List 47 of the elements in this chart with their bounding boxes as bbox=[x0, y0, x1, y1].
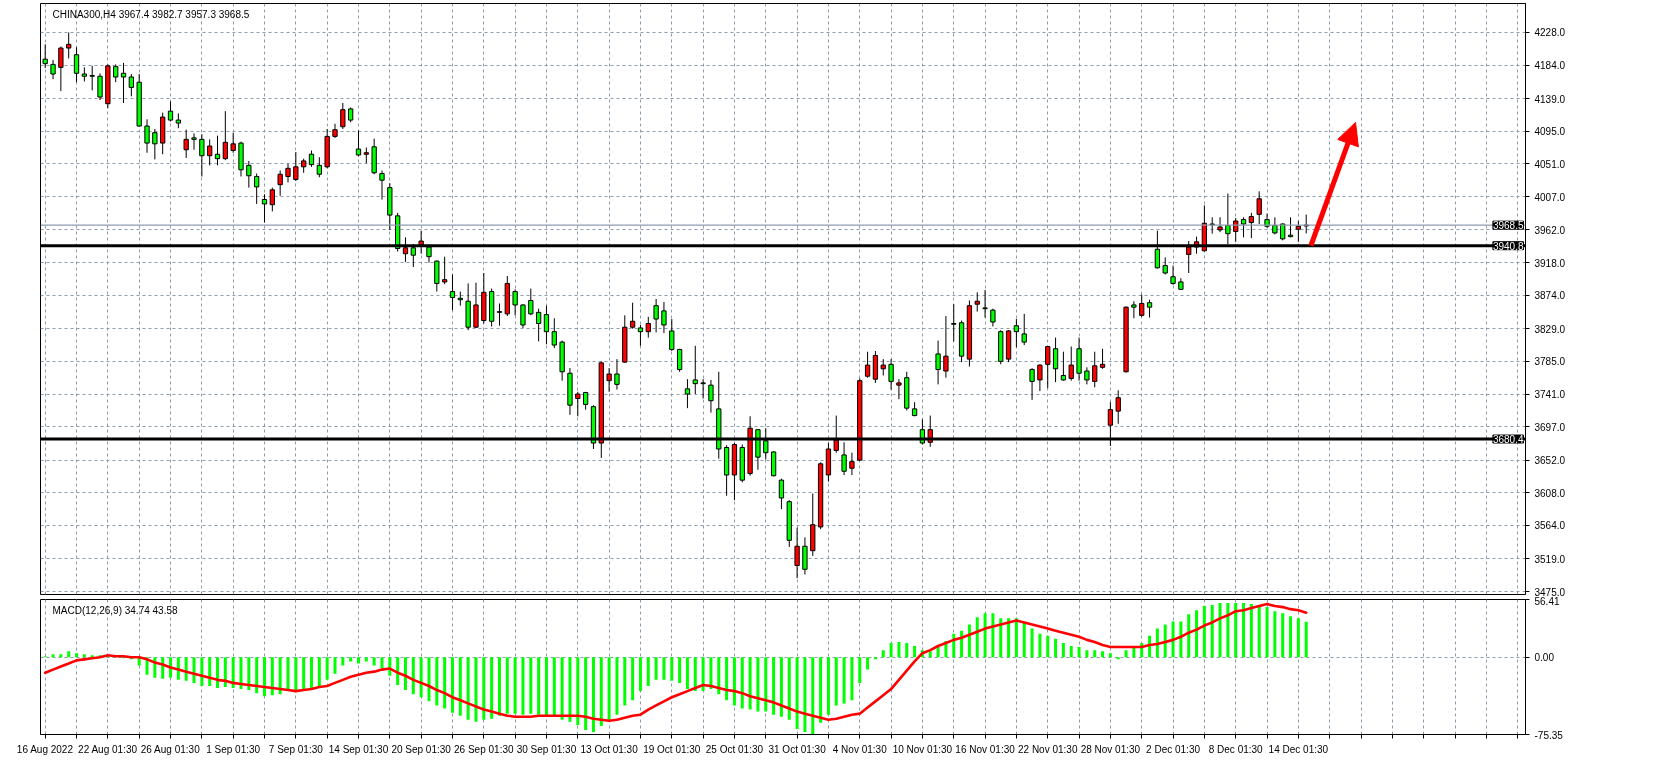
y-tick-label: 3741.0 bbox=[1534, 389, 1566, 401]
x-tick-label: 22 Aug 01:30 bbox=[78, 743, 138, 755]
x-tick-label: 26 Aug 01:30 bbox=[140, 743, 201, 755]
y-tick-label: 4139.0 bbox=[1534, 93, 1566, 105]
x-tick-label: 7 Sep 01:30 bbox=[268, 743, 324, 755]
y-tick-label: 3652.0 bbox=[1534, 455, 1566, 467]
x-tick-label: 10 Nov 01:30 bbox=[892, 743, 953, 755]
y-tick-label: 3874.0 bbox=[1534, 290, 1566, 302]
y-tick-label: -75.35 bbox=[1534, 729, 1564, 741]
x-tick-label: 8 Dec 01:30 bbox=[1208, 743, 1264, 755]
x-tick-label: 2 Dec 01:30 bbox=[1146, 743, 1201, 755]
x-tick-label: 19 Oct 01:30 bbox=[643, 743, 701, 755]
y-tick-label: 4228.0 bbox=[1534, 27, 1566, 39]
x-tick-label: 13 Oct 01:30 bbox=[580, 743, 639, 755]
x-tick-label: 26 Sep 01:30 bbox=[454, 743, 514, 755]
x-tick-label: 20 Sep 01:30 bbox=[391, 743, 452, 755]
y-tick-label: 3564.0 bbox=[1534, 520, 1566, 532]
y-tick-label: 3829.0 bbox=[1534, 323, 1566, 335]
y-tick-label: 4051.0 bbox=[1534, 158, 1566, 170]
y-tick-label: 3608.0 bbox=[1534, 487, 1566, 499]
x-tick-label: 31 Oct 01:30 bbox=[768, 743, 827, 755]
y-tick-label: 3475.0 bbox=[1534, 586, 1566, 598]
x-tick-label: 14 Dec 01:30 bbox=[1268, 743, 1329, 755]
y-tick-label: 3918.0 bbox=[1534, 257, 1566, 269]
ref-line-label: 3968.5 bbox=[1492, 220, 1524, 232]
text: MACD(12,26,9) 34.74 43.58 bbox=[52, 604, 179, 616]
y-tick-label: 4007.0 bbox=[1534, 191, 1566, 203]
x-tick-label: 28 Nov 01:30 bbox=[1080, 743, 1141, 755]
x-tick-label: 16 Aug 2022 bbox=[16, 743, 74, 755]
x-tick-label: 30 Sep 01:30 bbox=[516, 743, 577, 755]
y-tick-label: 3785.0 bbox=[1534, 356, 1566, 368]
y-tick-label: 4184.0 bbox=[1534, 60, 1566, 72]
y-tick-label: 4095.0 bbox=[1534, 126, 1566, 138]
x-tick-label: 1 Sep 01:30 bbox=[206, 743, 261, 755]
x-tick-label: 16 Nov 01:30 bbox=[955, 743, 1016, 755]
y-tick-label: 3697.0 bbox=[1534, 421, 1566, 433]
y-tick-label: 3962.0 bbox=[1534, 224, 1566, 236]
ref-line-label: 3680.4 bbox=[1492, 434, 1524, 446]
x-tick-label: 14 Sep 01:30 bbox=[328, 743, 389, 755]
ref-line-label: 3940.8 bbox=[1492, 240, 1524, 252]
y-tick-label: 56.41 bbox=[1534, 595, 1560, 607]
x-tick-label: 4 Nov 01:30 bbox=[832, 743, 888, 755]
text: CHINA300,H4 3967.4 3982.7 3957.3 3968.5 bbox=[52, 8, 250, 20]
y-tick-label: 3519.0 bbox=[1534, 553, 1566, 565]
x-tick-label: 25 Oct 01:30 bbox=[705, 743, 764, 755]
y-tick-label: 0.00 bbox=[1534, 652, 1555, 664]
x-tick-label: 22 Nov 01:30 bbox=[1017, 743, 1078, 755]
